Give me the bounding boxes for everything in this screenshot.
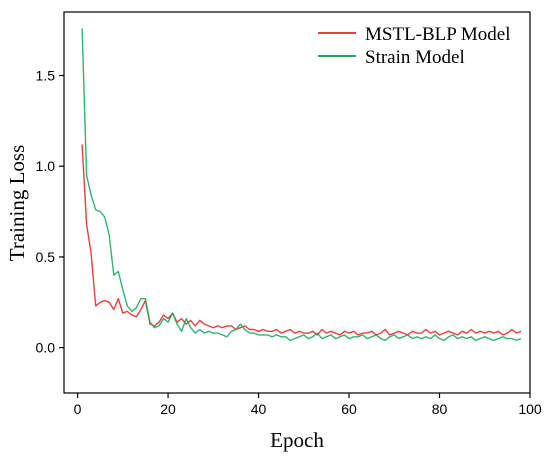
plot-area-frame <box>63 11 531 394</box>
x-tick-label: 80 <box>432 401 448 417</box>
y-axis: 0.0 0.5 1.0 1.5 <box>36 68 64 356</box>
series-line-mstl-blp <box>81 144 522 336</box>
y-tick-label: 0.0 <box>36 340 56 356</box>
y-axis-title: Training Loss <box>5 145 29 262</box>
y-tick-label: 1.0 <box>36 158 56 174</box>
x-tick-label: 100 <box>518 401 542 417</box>
x-tick-label: 20 <box>160 401 176 417</box>
series-lines <box>81 28 522 342</box>
legend: MSTL-BLP Model Strain Model <box>318 24 511 68</box>
y-tick-label: 0.5 <box>36 249 56 265</box>
legend-label-mstl-blp: MSTL-BLP Model <box>365 24 511 45</box>
x-tick-label: 60 <box>341 401 357 417</box>
y-tick-label: 1.5 <box>36 68 56 84</box>
legend-label-strain: Strain Model <box>365 47 465 68</box>
x-tick-label: 40 <box>251 401 267 417</box>
x-axis: 0 20 40 60 80 100 <box>74 393 542 417</box>
x-axis-title: Epoch <box>270 428 324 452</box>
series-line-strain <box>81 28 522 342</box>
x-tick-label: 0 <box>74 401 82 417</box>
